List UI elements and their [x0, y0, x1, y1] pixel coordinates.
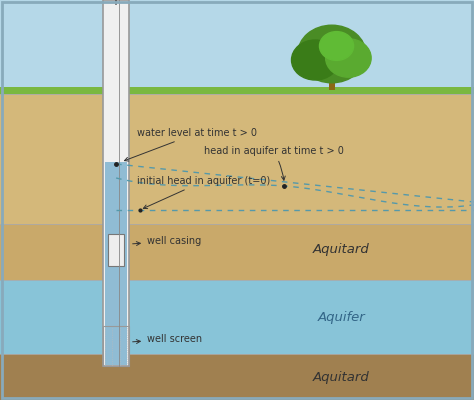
Bar	[0, 0, 474, 88]
Bar	[105, 162, 127, 365]
Bar	[103, 0, 129, 366]
Bar	[0, 280, 474, 354]
Circle shape	[292, 40, 339, 80]
Text: Aquitard: Aquitard	[313, 244, 370, 256]
Circle shape	[326, 39, 371, 77]
Bar	[103, 326, 129, 366]
Text: well screen: well screen	[133, 334, 202, 344]
Bar	[0, 224, 474, 280]
Text: Aquifer: Aquifer	[318, 312, 365, 324]
Text: initial head in aquifer (t=0): initial head in aquifer (t=0)	[137, 176, 271, 208]
Bar	[0, 87, 474, 94]
Bar	[329, 70, 335, 90]
Circle shape	[298, 25, 366, 83]
Text: head in aquifer at time t > 0: head in aquifer at time t > 0	[204, 146, 344, 180]
Bar	[0, 354, 474, 400]
Bar	[0, 94, 474, 224]
Circle shape	[319, 32, 354, 60]
Text: well casing: well casing	[133, 236, 201, 246]
Text: water level at time t > 0: water level at time t > 0	[125, 128, 257, 161]
Text: Aquitard: Aquitard	[313, 372, 370, 384]
Bar	[108, 234, 124, 266]
